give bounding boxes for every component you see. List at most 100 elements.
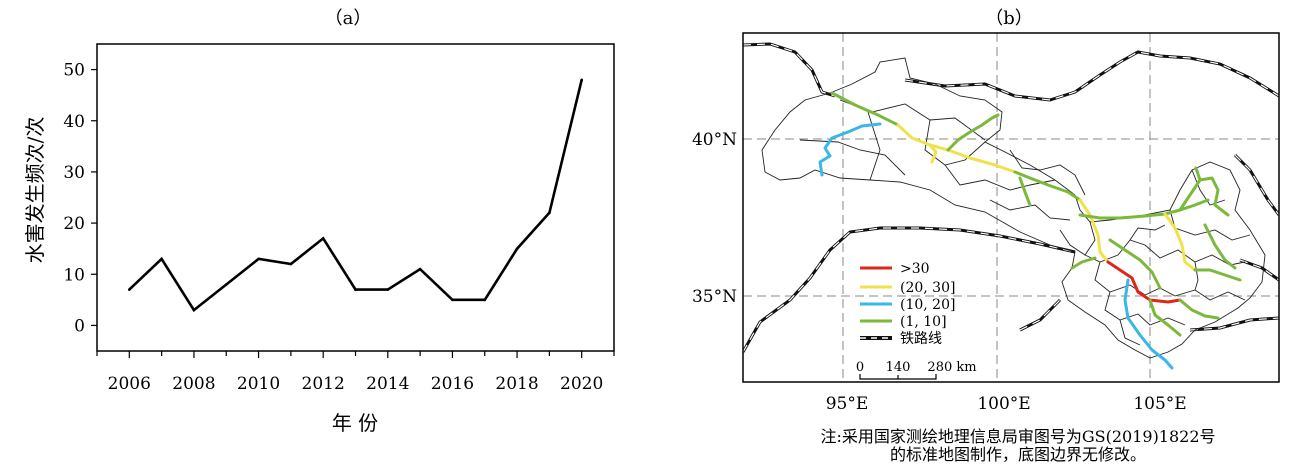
railway-green-segment	[1108, 238, 1162, 290]
lon-label-105e: 105°E	[1133, 394, 1186, 414]
legend-label-20-30: (20, 30]	[900, 280, 955, 296]
data-point	[224, 283, 228, 286]
region-line	[1191, 169, 1226, 206]
railway-green-segment	[830, 91, 900, 127]
x-tick-label: 2018	[495, 374, 538, 394]
x-axis-label: 年 份	[332, 411, 378, 435]
lat-label-35n: 35°N	[692, 287, 737, 307]
railway-green-segment	[946, 113, 1000, 152]
region-line	[799, 139, 906, 176]
data-point	[548, 211, 551, 215]
line-chart-panel: （a） 0 10 20 30 40 50 2006 2008 2010 2012 2014 2016…	[23, 8, 615, 435]
east-boundary-inner	[1234, 154, 1279, 281]
north-boundary-inner	[743, 43, 1279, 101]
region-west-outline	[761, 57, 1266, 359]
data-point	[483, 298, 487, 302]
railway-yellow-segment	[1078, 198, 1110, 264]
data-point	[257, 257, 260, 261]
series-line	[128, 79, 583, 313]
railway-blue-segment	[818, 122, 882, 177]
data-point	[386, 288, 390, 291]
y-tick-label: 0	[74, 316, 85, 336]
qinghai-tibet-boundary	[743, 226, 1076, 353]
south-boundary-inner	[1019, 299, 1279, 331]
scale-bar: 0 140 280 km	[856, 360, 977, 380]
railway-green-segment	[1013, 170, 1082, 202]
region-line	[1129, 224, 1166, 241]
series-group	[128, 78, 583, 313]
y-tick-label: 30	[63, 163, 85, 183]
administrative-regions	[761, 57, 1266, 359]
map-footnote-line-2: 的标准地图制作，底图边界无修改。	[889, 445, 1146, 464]
railway-red-segment	[1106, 260, 1182, 304]
y-tick-label: 50	[63, 61, 85, 81]
legend-label-10-20: (10, 20]	[900, 297, 955, 313]
legend-label-1-10: (1, 10]	[900, 314, 947, 330]
railway-green-segment	[1203, 223, 1237, 270]
scale-label-280: 280 km	[927, 360, 976, 375]
x-tick-label: 2020	[560, 374, 603, 394]
axis-ticks	[91, 68, 615, 358]
scale-bar-line	[859, 374, 937, 380]
region-line	[1059, 229, 1086, 256]
data-point	[580, 78, 583, 82]
plot-frame	[96, 43, 615, 352]
region-line	[944, 164, 1056, 191]
data-point	[192, 308, 196, 312]
region-line	[1194, 261, 1199, 291]
data-point	[160, 257, 163, 261]
x-tick-label: 2008	[172, 374, 215, 394]
region-line	[1104, 291, 1186, 326]
data-point	[515, 247, 519, 250]
map-frame	[742, 32, 1280, 383]
lon-label-95e: 95°E	[826, 394, 869, 414]
x-tick-labels: 2006 2008 2010 2012 2014 2016 2018 2020	[108, 374, 604, 394]
panel-label-b: （b）	[985, 8, 1033, 29]
data-point	[128, 288, 131, 291]
data-point	[321, 237, 325, 240]
railway-green-segment	[1198, 176, 1230, 217]
region-line	[1119, 319, 1141, 346]
railway-green-segment	[1178, 166, 1202, 212]
lat-label-40n: 40°N	[692, 130, 737, 150]
x-tick-label: 2006	[108, 374, 151, 394]
region-line	[1009, 149, 1086, 196]
railway-yellow-segment	[928, 143, 938, 164]
railway-green-segment	[1078, 198, 1210, 220]
railway-green-segment	[1193, 268, 1242, 282]
lon-label-100e: 100°E	[977, 394, 1030, 414]
railway-green-segment	[1148, 298, 1182, 337]
y-tick-labels: 0 10 20 30 40 50	[63, 61, 85, 337]
railway-green-segment	[1178, 298, 1220, 320]
railway-green-segment	[1070, 256, 1097, 270]
scale-label-140: 140	[886, 360, 911, 375]
x-tick-label: 2012	[302, 374, 345, 394]
data-point	[418, 267, 422, 271]
x-tick-label: 2010	[237, 374, 280, 394]
x-tick-label: 2014	[366, 374, 409, 394]
y-tick-label: 10	[63, 265, 85, 285]
region-line	[989, 199, 1071, 221]
scale-label-0: 0	[856, 360, 864, 375]
legend-label-railway: 铁路线	[900, 331, 942, 347]
y-axis-label: 水害发生频次/次	[23, 117, 47, 264]
railway-green-segment	[1018, 176, 1032, 207]
data-point	[451, 298, 454, 302]
map-legend: >30 (20, 30] (10, 20] (1, 10] 铁路线	[860, 261, 955, 347]
y-tick-label: 20	[63, 214, 85, 234]
map-body: >30 (20, 30] (10, 20] (1, 10] 铁路线 0 140 …	[743, 33, 1279, 382]
railway-network	[818, 91, 1242, 370]
legend-label-over-30: >30	[900, 261, 930, 277]
y-tick-label: 40	[63, 112, 85, 132]
x-tick-label: 2016	[431, 374, 474, 394]
railway-yellow-segment	[1163, 212, 1197, 272]
railway-blue-segment	[1123, 278, 1174, 370]
panel-label-a: （a）	[325, 8, 372, 29]
map-footnote-line-1: 注:采用国家测绘地理信息局审图号为GS(2019)1822号	[820, 427, 1216, 446]
map-footnote: 注:采用国家测绘地理信息局审图号为GS(2019)1822号 的标准地图制作，底…	[738, 428, 1298, 464]
map-panel: （b）	[692, 8, 1280, 414]
region-line	[1174, 289, 1246, 301]
boundary-lines	[743, 42, 1279, 353]
data-point	[354, 288, 357, 291]
